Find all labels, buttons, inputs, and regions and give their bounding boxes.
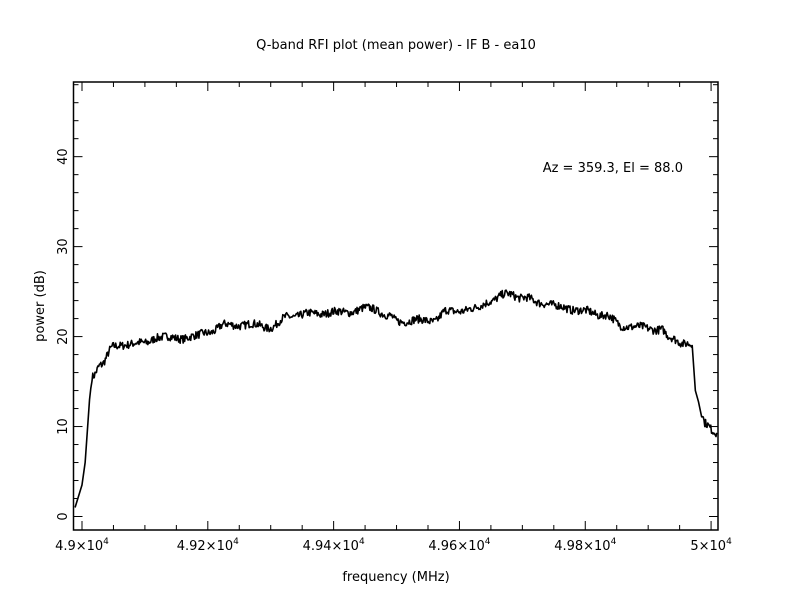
x-tick-label: 4.94×104	[303, 537, 365, 554]
x-tick-label: 4.92×104	[177, 537, 239, 554]
x-tick-label: 4.98×104	[554, 537, 616, 554]
y-tick-label: 20	[56, 328, 71, 345]
annotation-az-el: Az = 359.3, El = 88.0	[543, 161, 683, 176]
y-tick-label: 30	[56, 238, 71, 255]
axis-ticks	[73, 82, 718, 530]
tick-labels: 4.9×104 4.92×104 4.94×104 4.96×104 4.98×104 5…	[55, 148, 732, 554]
power-series-line	[74, 289, 718, 508]
y-tick-label: 40	[56, 148, 71, 165]
y-axis-label: power (dB)	[33, 270, 48, 342]
x-tick-label: 4.96×104	[428, 537, 490, 554]
y-tick-label: 0	[56, 512, 71, 520]
x-tick-label: 4.9×104	[55, 537, 109, 554]
y-tick-label: 10	[56, 418, 71, 435]
chart-title: Q-band RFI plot (mean power) - IF B - ea…	[256, 38, 536, 53]
x-tick-label: 5×104	[690, 537, 732, 554]
x-axis-label: frequency (MHz)	[342, 570, 449, 585]
plot-frame	[72, 81, 719, 531]
